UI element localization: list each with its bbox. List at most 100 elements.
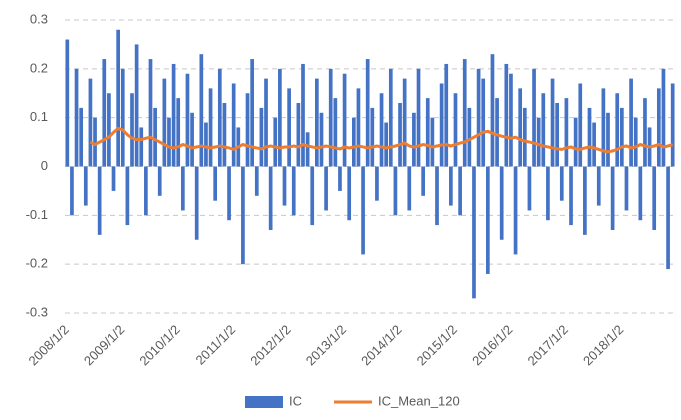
bar xyxy=(643,98,647,167)
bar xyxy=(564,98,569,167)
bar xyxy=(342,73,347,167)
bar xyxy=(670,83,675,167)
bar xyxy=(481,78,486,167)
bar xyxy=(425,98,430,167)
bar xyxy=(125,166,130,226)
bar xyxy=(130,93,134,167)
bar xyxy=(435,166,439,226)
bar xyxy=(338,166,342,191)
bar xyxy=(546,166,550,221)
bar xyxy=(287,88,291,167)
legend-label: IC xyxy=(289,393,302,408)
bar xyxy=(185,73,190,167)
x-tick-label: 2016/1/2 xyxy=(469,322,515,368)
bar xyxy=(93,117,97,167)
bar xyxy=(578,83,583,167)
bar xyxy=(393,166,398,216)
bar xyxy=(97,166,102,235)
bar xyxy=(587,107,592,167)
y-tick-label: 0.3 xyxy=(30,11,48,26)
bar xyxy=(629,78,633,167)
x-tick-label: 2009/1/2 xyxy=(81,322,127,368)
bar xyxy=(536,117,541,167)
bar xyxy=(162,78,167,167)
bar xyxy=(204,122,208,167)
bar xyxy=(176,98,181,167)
bar xyxy=(375,166,379,201)
bar xyxy=(412,112,416,167)
bar xyxy=(495,98,499,167)
bar xyxy=(555,103,560,167)
bar xyxy=(499,166,504,240)
bar xyxy=(633,117,638,167)
bar xyxy=(190,112,194,167)
bar xyxy=(458,166,462,216)
bar xyxy=(656,88,661,167)
bar xyxy=(513,166,518,255)
x-tick-label: 2010/1/2 xyxy=(136,322,182,368)
bar xyxy=(370,107,375,167)
bar xyxy=(315,78,319,167)
bar xyxy=(241,166,245,265)
bar xyxy=(638,166,643,221)
x-tick-label: 2018/1/2 xyxy=(580,322,626,368)
bar xyxy=(661,68,666,167)
bar xyxy=(476,68,481,167)
bar xyxy=(116,29,120,167)
legend-label: IC_Mean_120 xyxy=(378,393,460,408)
bar xyxy=(624,166,629,211)
bar xyxy=(652,166,657,230)
bar xyxy=(153,107,157,167)
x-tick-label: 2008/1/2 xyxy=(25,322,71,368)
x-tick-label: 2013/1/2 xyxy=(303,322,349,368)
bar xyxy=(485,166,490,274)
bar xyxy=(596,166,601,206)
bar xyxy=(264,78,268,167)
bar xyxy=(254,166,259,196)
bar xyxy=(449,166,453,206)
bar xyxy=(550,78,555,167)
bar xyxy=(592,122,596,167)
bar xyxy=(148,59,153,167)
bar xyxy=(583,166,587,235)
bar xyxy=(180,166,185,211)
bar xyxy=(227,166,231,221)
y-tick-label: 0 xyxy=(41,158,48,173)
bar xyxy=(333,98,338,167)
bar xyxy=(278,68,282,167)
x-tick-label: 2015/1/2 xyxy=(414,322,460,368)
bar xyxy=(379,93,384,167)
bar xyxy=(74,68,79,167)
bar xyxy=(102,59,107,167)
x-tick-label: 2017/1/2 xyxy=(525,322,571,368)
bar xyxy=(79,107,84,167)
bar xyxy=(139,127,144,167)
bar xyxy=(509,73,513,167)
bar xyxy=(416,68,421,167)
bar xyxy=(199,54,204,167)
bar xyxy=(245,93,250,167)
bar xyxy=(194,166,199,240)
bar xyxy=(573,117,578,167)
bar xyxy=(444,63,449,167)
bar xyxy=(439,83,444,167)
legend-swatch xyxy=(245,396,283,408)
bar xyxy=(569,166,573,226)
bar xyxy=(606,112,610,167)
x-tick-label: 2014/1/2 xyxy=(358,322,404,368)
bar xyxy=(88,78,93,167)
bar xyxy=(430,117,435,167)
bar xyxy=(384,122,389,167)
bar xyxy=(421,166,425,196)
mean-line xyxy=(89,126,674,154)
bar xyxy=(231,83,236,167)
bar xyxy=(365,59,370,167)
bar xyxy=(282,166,287,206)
y-tick-label: -0.3 xyxy=(26,304,48,319)
bar xyxy=(301,63,305,167)
bar xyxy=(504,63,509,167)
bar xyxy=(144,166,148,216)
bar xyxy=(310,166,315,226)
bar xyxy=(347,166,352,221)
